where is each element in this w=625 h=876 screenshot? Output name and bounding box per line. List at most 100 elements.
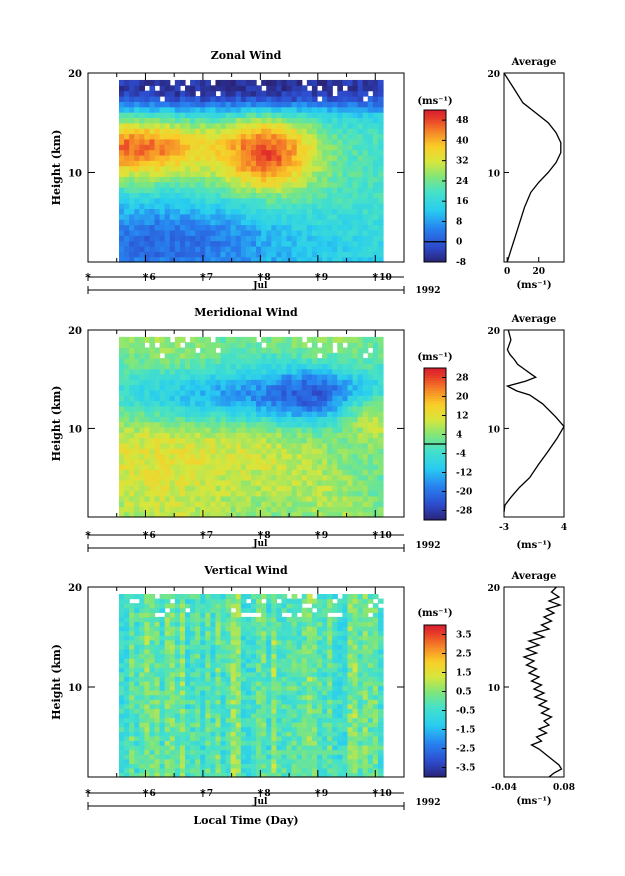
heatmap-cell [347, 506, 354, 513]
heatmap-cell [174, 421, 181, 428]
heatmap-cell [195, 170, 201, 177]
heatmap-cell [225, 726, 232, 732]
heatmap-cell [281, 342, 288, 349]
heatmap-cell [144, 763, 151, 769]
heatmap-cell [372, 479, 379, 486]
heatmap-cell [362, 149, 369, 156]
heatmap-cell [119, 400, 125, 407]
heatmap-cell [179, 639, 186, 645]
heatmap-cell [245, 181, 252, 188]
y-tick-label: 10 [68, 424, 82, 435]
heatmap-cell [271, 411, 277, 417]
heatmap-cell [261, 744, 267, 751]
heatmap-cell [185, 197, 191, 204]
heatmap-cell [195, 373, 201, 380]
heatmap-cell [342, 251, 349, 258]
heatmap-cell [357, 347, 364, 354]
heatmap-cell [124, 740, 130, 746]
heatmap-cell [164, 411, 171, 417]
heatmap-cell [337, 495, 343, 502]
heatmap-cell [245, 432, 252, 439]
heatmap-cell [210, 229, 217, 236]
heatmap-cell [195, 754, 201, 760]
heatmap-cell [377, 400, 384, 407]
heatmap-cell [190, 160, 196, 167]
heatmap-cell [124, 395, 130, 402]
heatmap-cell [210, 187, 217, 193]
heatmap-cell [317, 469, 323, 476]
heatmap-cell [301, 506, 308, 513]
heatmap-cell [154, 352, 161, 359]
heatmap-cell [261, 490, 267, 497]
heatmap-cell [322, 501, 328, 508]
heatmap-cell [357, 112, 364, 119]
heatmap-cell [261, 644, 267, 650]
heatmap-cell [372, 187, 379, 193]
heatmap-cell [306, 373, 313, 380]
heatmap-cell [149, 256, 156, 263]
heatmap-cell [179, 671, 186, 677]
heatmap-cell [174, 358, 181, 364]
heatmap-cell [159, 336, 166, 343]
heatmap-cell [225, 685, 232, 691]
colorbar-band [424, 163, 446, 167]
heatmap-cell [190, 213, 196, 220]
heatmap-cell [200, 400, 206, 407]
heatmap-cell [169, 224, 176, 231]
heatmap-cell [256, 149, 262, 156]
heatmap-cell [205, 630, 211, 636]
heatmap-cell [256, 754, 262, 760]
heatmap-cell [256, 458, 262, 465]
heatmap-cell [149, 754, 156, 760]
heatmap-cell [240, 411, 247, 417]
heatmap-cell [119, 458, 125, 465]
heatmap-cell [230, 495, 237, 502]
heatmap-cell [362, 187, 369, 193]
heatmap-cell [377, 426, 384, 433]
heatmap-cell [179, 197, 186, 204]
heatmap-cell [306, 347, 313, 354]
heatmap-cell [149, 96, 156, 102]
heatmap-cell [159, 754, 166, 760]
heatmap-cell [251, 671, 257, 677]
heatmap-cell [215, 352, 222, 359]
heatmap-cell [296, 181, 303, 188]
heatmap-cell [291, 490, 298, 497]
heatmap-cell [332, 442, 338, 449]
heatmap-cell [296, 490, 303, 497]
heatmap-cell [174, 598, 181, 604]
heatmap-cell [179, 653, 186, 659]
heatmap-cell [286, 416, 293, 423]
heatmap-cell [230, 213, 237, 220]
heatmap-cell [347, 101, 354, 108]
heatmap-cell [271, 245, 277, 252]
heatmap-cell [230, 432, 237, 439]
colorbar-band [424, 398, 446, 402]
heatmap-cell [154, 626, 161, 632]
heatmap-cell [322, 240, 328, 247]
heatmap-cell [220, 181, 227, 188]
heatmap-cell [266, 726, 272, 732]
heatmap-cell [230, 635, 237, 641]
heatmap-cell [124, 754, 130, 760]
heatmap-cell [276, 490, 283, 497]
heatmap-cell [119, 395, 125, 402]
heatmap-cell [367, 358, 374, 364]
heatmap-cell [296, 363, 303, 370]
heatmap-cell [347, 485, 354, 492]
heatmap-cell [139, 235, 145, 242]
heatmap-cell [220, 442, 227, 449]
heatmap-cell [129, 154, 135, 161]
heatmap-cell [377, 405, 384, 412]
heatmap-cell [342, 187, 349, 193]
heatmap-cell [240, 229, 247, 236]
heatmap-cell [230, 735, 237, 742]
heatmap-cell [179, 740, 186, 746]
heatmap-cell [317, 426, 323, 433]
heatmap-cell [245, 474, 252, 481]
heatmap-cell [134, 347, 140, 354]
heatmap-cell [220, 90, 227, 97]
heatmap-cell [185, 235, 191, 242]
heatmap-cell [215, 170, 222, 177]
heatmap-cell [281, 474, 288, 481]
